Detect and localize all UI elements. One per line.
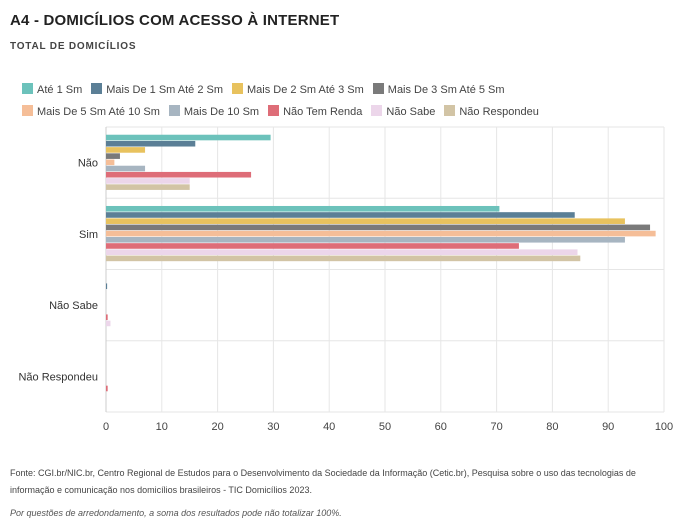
legend-item[interactable]: Não Tem Renda — [268, 101, 362, 123]
bar — [106, 255, 581, 262]
bar — [106, 140, 196, 147]
legend-item[interactable]: Mais De 3 Sm Até 5 Sm — [372, 79, 505, 101]
bar — [106, 147, 146, 153]
category-label: Não Sabe — [49, 300, 98, 312]
chart-subtitle: TOTAL DE DOMICÍLIOS — [10, 41, 137, 52]
category-label: Não Respondeu — [18, 371, 98, 383]
chart-legend: Até 1 Sm Mais De 1 Sm Até 2 Sm Mais De 2 S… — [22, 79, 622, 123]
bar — [106, 134, 271, 141]
legend-item[interactable]: Não Sabe — [371, 101, 435, 123]
legend-swatch — [168, 105, 180, 116]
legend-swatch — [372, 83, 384, 94]
chart-title: A4 - DOMICÍLIOS COM ACESSO À INTERNET — [10, 12, 340, 29]
legend-item[interactable]: Mais De 2 Sm Até 3 Sm — [232, 79, 364, 101]
bar — [106, 314, 108, 321]
x-tick-label: 40 — [323, 421, 335, 433]
bar — [106, 184, 190, 190]
legend-label: Mais De 2 Sm Até 3 Sm — [247, 84, 364, 96]
legend-item[interactable]: Mais De 5 Sm Até 10 Sm — [22, 101, 160, 123]
x-tick-label: 20 — [211, 421, 223, 433]
legend-label: Mais De 10 Sm — [183, 106, 260, 118]
bar — [106, 230, 656, 237]
x-tick-label: 60 — [435, 421, 447, 433]
legend-item[interactable]: Não Respondeu — [444, 101, 539, 123]
x-tick-label: 90 — [602, 421, 614, 433]
x-tick-label: 0 — [103, 421, 109, 433]
bar — [106, 243, 519, 249]
legend-swatch — [91, 83, 103, 94]
bar — [106, 171, 252, 178]
legend-item[interactable]: Mais De 1 Sm Até 2 Sm — [91, 79, 223, 101]
bar — [106, 178, 190, 184]
legend-swatch — [371, 105, 383, 116]
x-tick-label: 80 — [546, 421, 558, 433]
bar — [106, 249, 578, 255]
bar-chart: 0 10 20 30 40 50 60 70 80 90 100 Não Sim Não Sabe Não … — [18, 126, 673, 433]
legend-swatch — [232, 83, 244, 94]
legend-label: Mais De 3 Sm Até 5 Sm — [387, 84, 505, 96]
x-tick-label: 10 — [156, 421, 168, 433]
category-label: Não — [78, 158, 98, 170]
legend-label: Mais De 5 Sm Até 10 Sm — [37, 106, 160, 118]
bar — [106, 159, 115, 166]
legend-item[interactable]: Até 1 Sm — [22, 79, 82, 101]
legend-swatch — [22, 83, 33, 94]
legend-swatch — [268, 105, 280, 116]
legend-item[interactable]: Mais De 10 Sm — [168, 101, 260, 123]
x-tick-label: 30 — [267, 421, 279, 433]
bar — [106, 165, 146, 172]
legend-swatch — [444, 105, 456, 116]
bar — [106, 205, 500, 212]
x-tick-label: 50 — [379, 421, 391, 433]
legend-label: Não Tem Renda — [283, 106, 363, 118]
legend-swatch — [22, 105, 33, 116]
bar — [106, 153, 120, 159]
source-note: Fonte: CGI.br/NIC.br, Centro Regional de… — [10, 468, 636, 495]
bar — [106, 385, 108, 392]
x-tick-label: 70 — [490, 421, 502, 433]
legend-label: Mais De 1 Sm Até 2 Sm — [106, 84, 224, 96]
legend-label: Não Respondeu — [459, 106, 539, 118]
bar — [106, 236, 625, 243]
bar — [106, 283, 108, 290]
bar — [106, 224, 651, 231]
rounding-note: Por questões de arredondamento, a soma d… — [10, 508, 342, 518]
x-tick-label: 100 — [655, 421, 673, 433]
bar — [106, 320, 111, 327]
legend-label: Não Sabe — [386, 106, 436, 118]
legend-label: Até 1 Sm — [37, 84, 83, 96]
category-label: Sim — [79, 229, 98, 241]
bar — [106, 218, 625, 224]
bar — [106, 212, 575, 218]
